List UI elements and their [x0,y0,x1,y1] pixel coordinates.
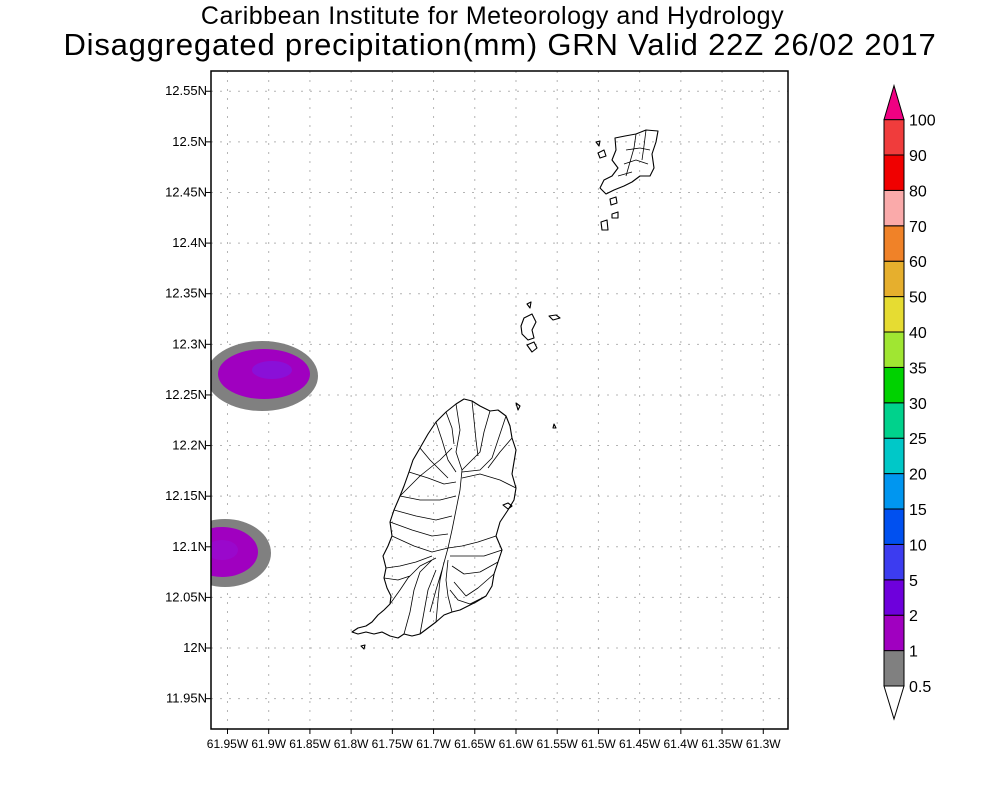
legend-label: 20 [909,467,927,484]
legend-label: 1 [909,644,918,661]
islet [360,644,366,650]
legend-label: 30 [909,396,927,413]
legend-label: 5 [909,573,918,590]
legend-label: 15 [909,502,927,519]
islet [515,402,521,411]
legend-swatch [883,154,905,191]
grenada-island [351,398,517,639]
legend-swatch [883,437,905,475]
x-tick-label: 61.3W [746,737,781,751]
x-tick-label: 61.55W [537,737,579,751]
legend-arrow-low [883,685,905,721]
rain-area-north [211,341,318,411]
legend-swatch [883,543,905,581]
legend-swatch [883,579,905,616]
y-tick-label: 12.15N [165,488,207,503]
islet [548,314,561,321]
legend-swatch [883,508,905,545]
legend-label: 25 [909,431,927,448]
rain-contour-2mm-core [211,540,238,560]
legend-label: 40 [909,325,927,342]
y-tick-label: 12.1N [172,539,207,554]
x-tick-label: 61.95W [207,737,249,751]
legend-swatch [883,402,905,439]
x-tick-label: 61.6W [499,737,534,751]
rain-contour-5mm [252,361,292,379]
legend-swatch [883,650,905,687]
islet [552,423,557,429]
x-tick-label: 61.5W [581,737,616,751]
title-institute: Caribbean Institute for Meteorology and … [200,2,785,30]
y-tick-label: 12N [183,640,207,655]
plot-frame [210,70,789,730]
y-tick-label: 12.35N [165,286,207,301]
islet [611,211,619,219]
parish-boundaries [383,400,517,635]
coastlines [351,129,659,650]
islet [595,140,601,147]
y-tick-label: 12.5N [172,134,207,149]
rain-area-south [211,519,271,587]
legend-swatch [883,366,905,404]
x-tick-label: 61.65W [454,737,496,751]
grid [211,71,788,729]
legend-swatch [883,473,905,510]
y-tick-label: 12.4N [172,235,207,250]
x-tick-label: 61.45W [619,737,661,751]
y-tick-label: 12.05N [165,589,207,604]
legend-label: 90 [909,148,927,165]
x-tick-label: 61.4W [663,737,698,751]
legend-label: 2 [909,608,918,625]
x-tick-label: 61.9W [251,737,286,751]
title-product: Disaggregated precipitation(mm) GRN Vali… [63,27,937,62]
axes: 12.55N 12.5N 12.45N 12.4N 12.35N 12.3N 12.25N 1… [165,83,781,751]
x-tick-label: 61.75W [372,737,414,751]
petite-martinique [609,196,618,206]
islet [526,301,532,309]
legend-swatch [883,225,905,262]
legend-arrow-high [883,83,905,121]
x-tick-label: 61.8W [334,737,369,751]
legend-label: 50 [909,290,927,307]
y-tick-label: 11.95N [166,691,207,706]
islet [600,219,609,231]
plot-area [211,71,788,729]
legend-swatch [883,260,905,298]
legend-label: 10 [909,537,927,554]
carriacou-boundaries [617,129,651,177]
legend-swatch [883,189,905,227]
y-tick-label: 12.25N [165,387,207,402]
islet [597,149,607,159]
legend-swatch [883,331,905,368]
legend-label: 80 [909,183,927,200]
legend-label: 70 [909,219,927,236]
x-tick-label: 61.7W [416,737,451,751]
legend-swatch [883,296,905,333]
x-tick-label: 61.35W [701,737,743,751]
legend-label: 35 [909,360,927,377]
caille-island [526,341,538,353]
y-tick-label: 12.2N [172,438,207,453]
precipitation-shading [211,341,318,587]
ronde-island [520,313,537,341]
legend-label: 100 [909,113,936,130]
legend-swatch [883,119,905,156]
carriacou-island [599,129,659,195]
y-tick-label: 12.3N [172,336,207,351]
legend-label: 0.5 [909,679,931,696]
y-tick-label: 12.55N [165,83,207,98]
legend-swatch [883,614,905,652]
x-tick-label: 61.85W [289,737,331,751]
legend-label: 60 [909,254,927,271]
y-tick-label: 12.45N [165,184,207,199]
islet [502,502,513,510]
